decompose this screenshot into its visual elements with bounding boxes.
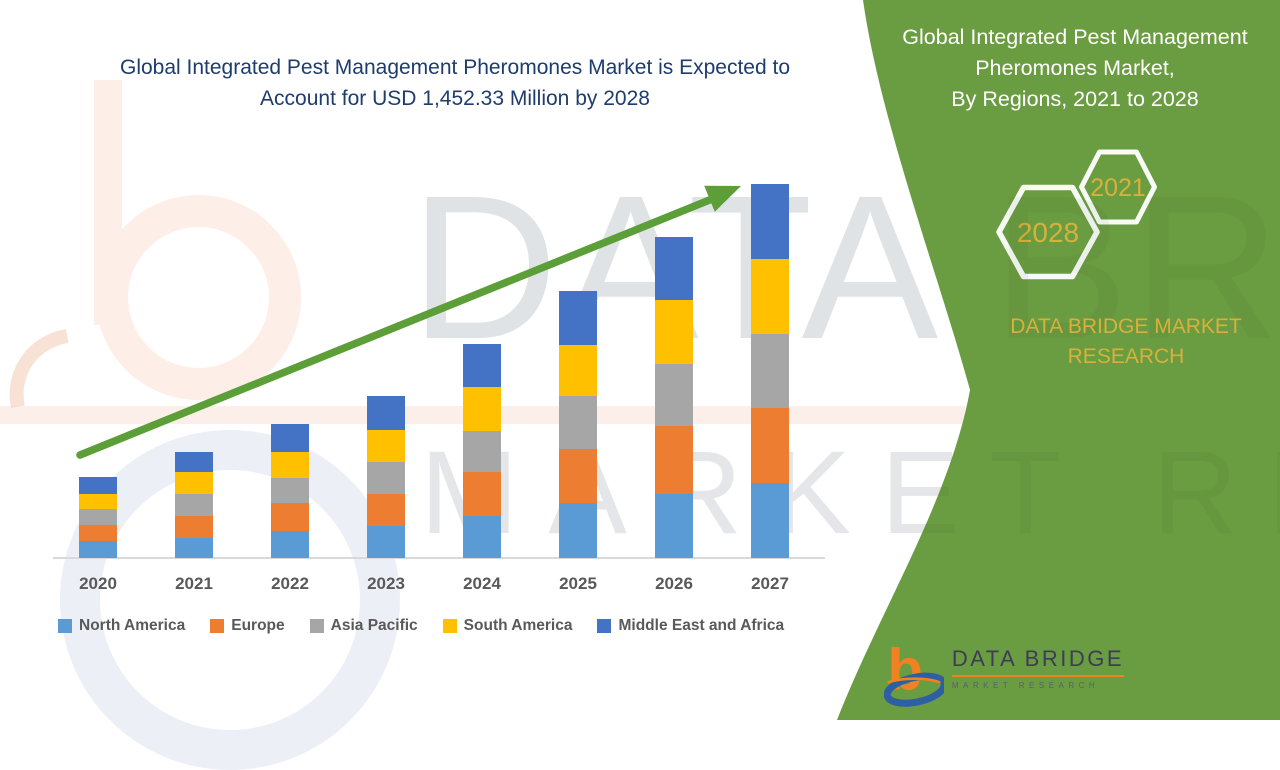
- legend-item-south-america: South America: [442, 617, 573, 635]
- bar-segment-north-america: [751, 483, 789, 558]
- bar-2027: [751, 184, 789, 558]
- bar-segment-asia-pacific: [175, 494, 213, 516]
- x-axis-label-2022: 2022: [271, 574, 309, 593]
- bar-2020: [79, 477, 117, 558]
- bar-segment-middle-east-and-africa: [271, 424, 309, 452]
- bar-segment-south-america: [79, 494, 117, 509]
- panel-brand-line2: RESEARCH: [1067, 345, 1185, 368]
- legend-label: South America: [463, 617, 573, 634]
- bar-segment-asia-pacific: [79, 509, 117, 525]
- bar-segment-europe: [655, 426, 693, 494]
- bar-segment-europe: [175, 516, 213, 538]
- bar-2023: [367, 396, 405, 558]
- logo-tagline: MARKET RESEARCH: [951, 681, 1100, 690]
- bar-segment-south-america: [175, 472, 213, 494]
- bar-segment-south-america: [463, 387, 501, 431]
- legend-swatch: [210, 619, 225, 633]
- bar-segment-north-america: [175, 538, 213, 558]
- panel-heading: Global Integrated Pest Management Pherom…: [878, 22, 1272, 115]
- bar-segment-asia-pacific: [367, 462, 405, 494]
- bar-segment-north-america: [367, 526, 405, 558]
- bar-segment-middle-east-and-africa: [559, 291, 597, 345]
- bar-2024: [463, 344, 501, 558]
- bar-segment-europe: [463, 472, 501, 516]
- bar-segment-middle-east-and-africa: [463, 344, 501, 387]
- bar-segment-europe: [79, 525, 117, 541]
- bar-chart: 2020 2021 2022 2023 2024 2025 2026 2027: [53, 170, 825, 593]
- bar-segment-asia-pacific: [271, 478, 309, 503]
- chart-title: Global Integrated Pest Management Pherom…: [40, 52, 870, 114]
- x-axis-label-2027: 2027: [751, 574, 789, 593]
- bar-segment-south-america: [559, 345, 597, 396]
- legend-swatch: [597, 619, 612, 633]
- bar-segment-south-america: [271, 452, 309, 478]
- bar-segment-north-america: [271, 531, 309, 558]
- bar-2021: [175, 452, 213, 558]
- panel-brand-text: DATA BRIDGE MARKET RESEARCH: [960, 312, 1280, 372]
- bar-2022: [271, 424, 309, 558]
- x-axis-line: [53, 557, 825, 559]
- legend-label: North America: [79, 617, 186, 634]
- x-axis-label-2023: 2023: [367, 574, 405, 593]
- legend-item-europe: Europe: [210, 617, 285, 635]
- panel-heading-line3: By Regions, 2021 to 2028: [951, 87, 1199, 111]
- bar-segment-north-america: [559, 503, 597, 558]
- bar-2026: [655, 237, 693, 558]
- bar-segment-asia-pacific: [559, 396, 597, 449]
- bar-segment-south-america: [367, 430, 405, 462]
- x-axis-label-2020: 2020: [79, 574, 117, 593]
- panel-heading-line2: Pheromones Market,: [975, 56, 1175, 80]
- legend-swatch: [58, 619, 72, 633]
- bar-segment-middle-east-and-africa: [655, 237, 693, 300]
- chart-title-line2: Account for USD 1,452.33 Million by 2028: [260, 87, 650, 110]
- bar-segment-middle-east-and-africa: [751, 184, 789, 259]
- legend-item-north-america: North America: [58, 617, 185, 635]
- bar-segment-asia-pacific: [751, 334, 789, 408]
- legend-item-middle-east-and-africa: Middle East and Africa: [597, 617, 784, 635]
- bar-segment-europe: [271, 503, 309, 531]
- x-axis-label-2025: 2025: [559, 574, 597, 593]
- bar-segment-europe: [367, 494, 405, 526]
- bar-segment-asia-pacific: [655, 364, 693, 426]
- bar-segment-south-america: [751, 259, 789, 334]
- bar-segment-south-america: [655, 300, 693, 364]
- bar-segment-north-america: [655, 494, 693, 558]
- bar-segment-north-america: [463, 516, 501, 558]
- logo-rule: [951, 675, 1124, 677]
- data-bridge-logo: b DATA BRIDGE MARKET RESEARCH: [884, 634, 1124, 716]
- chart-title-line1: Global Integrated Pest Management Pherom…: [119, 56, 791, 79]
- bar-segment-middle-east-and-africa: [367, 396, 405, 430]
- data-bridge-logo-icon: b: [884, 638, 944, 707]
- legend-label: Europe: [231, 617, 285, 634]
- bar-segment-europe: [559, 449, 597, 503]
- bar-segment-middle-east-and-africa: [79, 477, 117, 494]
- bar-2025: [559, 291, 597, 558]
- panel-brand-line1: DATA BRIDGE MARKET: [1010, 315, 1242, 338]
- legend-item-asia-pacific: Asia Pacific: [309, 617, 418, 635]
- logo-wordmark: DATA BRIDGE: [951, 646, 1124, 671]
- bar-segment-asia-pacific: [463, 431, 501, 472]
- legend-swatch: [309, 619, 324, 633]
- bar-segment-europe: [751, 408, 789, 483]
- logo-monogram: b: [888, 638, 923, 703]
- legend-swatch: [442, 619, 457, 633]
- logo-text: DATA BRIDGE MARKET RESEARCH: [951, 634, 1124, 690]
- x-axis-label-2026: 2026: [655, 574, 693, 593]
- legend-label: Asia Pacific: [330, 617, 418, 634]
- x-axis-label-2021: 2021: [175, 574, 213, 593]
- bar-segment-north-america: [79, 541, 117, 558]
- chart-legend: North America Europe Asia Pacific South Ame…: [58, 617, 784, 635]
- x-axis-label-2024: 2024: [463, 574, 501, 593]
- panel-heading-line1: Global Integrated Pest Management: [902, 25, 1248, 49]
- bar-segment-middle-east-and-africa: [175, 452, 213, 472]
- legend-label: Middle East and Africa: [618, 617, 785, 634]
